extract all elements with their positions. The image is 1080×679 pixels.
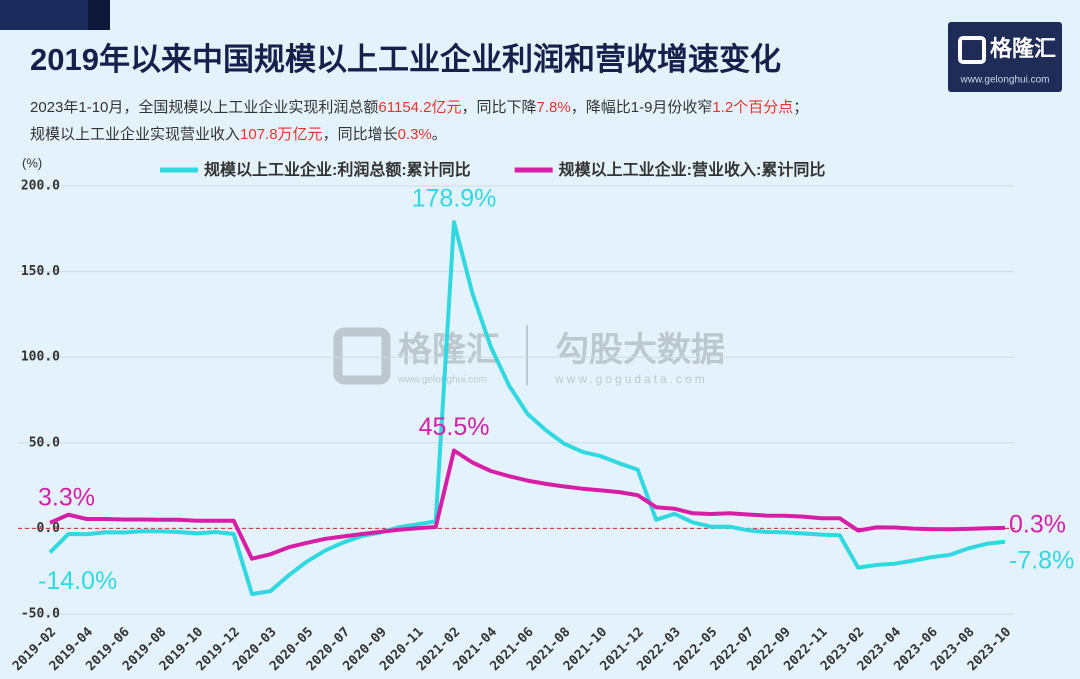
- subtitle-segment: ，同比下降: [462, 99, 537, 116]
- subtitle-segment: 107.8万亿元: [240, 126, 323, 143]
- y-tick-label: -50.0: [21, 607, 60, 622]
- corner-block: [88, 0, 110, 30]
- subtitle-segment: 1.2个百分点: [712, 99, 793, 116]
- legend-label: 规模以上工业企业:营业收入:累计同比: [559, 160, 826, 179]
- subtitle-segment: ，降幅比1-9月份收窄: [571, 98, 713, 116]
- logo-url: www.gelonghui.com: [960, 75, 1050, 86]
- y-unit-label: (%): [22, 155, 42, 170]
- logo: 格隆汇 www.gelonghui.com: [948, 22, 1062, 92]
- logo-text: 格隆汇: [990, 36, 1056, 61]
- series-line: [49, 448, 1006, 561]
- series-line: [48, 220, 1006, 596]
- chart-title: 2019年以来中国规模以上工业企业利润和营收增速变化: [30, 42, 781, 77]
- watermark-text: 勾股大数据: [555, 331, 725, 369]
- subtitle: 2023年1-10月，全国规模以上工业企业实现利润总额61154.2亿元，同比下…: [30, 98, 808, 116]
- data-label: -7.8%: [1009, 546, 1074, 574]
- subtitle: 规模以上工业企业实现营业收入107.8万亿元，同比增长0.3%。: [30, 125, 447, 143]
- subtitle-segment: ；: [793, 99, 808, 116]
- watermark-text: 格隆汇: [398, 331, 500, 369]
- legend-label: 规模以上工业企业:利润总额:累计同比: [204, 160, 471, 179]
- logo-icon: [958, 36, 986, 64]
- subtitle-segment: 规模以上工业企业实现营业收入: [30, 125, 240, 143]
- watermark: 格隆汇 www.gelonghui.com 勾股大数据 www.gogudata…: [333, 325, 725, 386]
- watermark-text: www.gelonghui.com: [397, 375, 487, 386]
- subtitle-segment: 2023年1-10月，全国规模以上工业企业实现利润总额: [30, 98, 378, 116]
- subtitle-segment: ，同比增长: [323, 126, 398, 143]
- subtitle-segment: 。: [432, 126, 447, 143]
- y-tick-label: 100.0: [21, 350, 60, 365]
- y-tick-label: 50.0: [29, 435, 60, 450]
- y-tick-label: 150.0: [21, 264, 60, 279]
- watermark-text: www.gogudata.com: [554, 372, 708, 386]
- data-label: 0.3%: [1009, 510, 1066, 538]
- subtitle-segment: 0.3%: [398, 126, 432, 143]
- watermark-icon: [333, 327, 391, 385]
- subtitle-segment: 61154.2亿元: [378, 99, 461, 116]
- y-tick-label: 200.0: [21, 179, 60, 194]
- data-label: 178.9%: [412, 185, 497, 213]
- data-label: 3.3%: [38, 483, 95, 511]
- subtitle-segment: 7.8%: [537, 99, 571, 116]
- data-label: 45.5%: [419, 413, 490, 441]
- data-label: -14.0%: [38, 567, 117, 595]
